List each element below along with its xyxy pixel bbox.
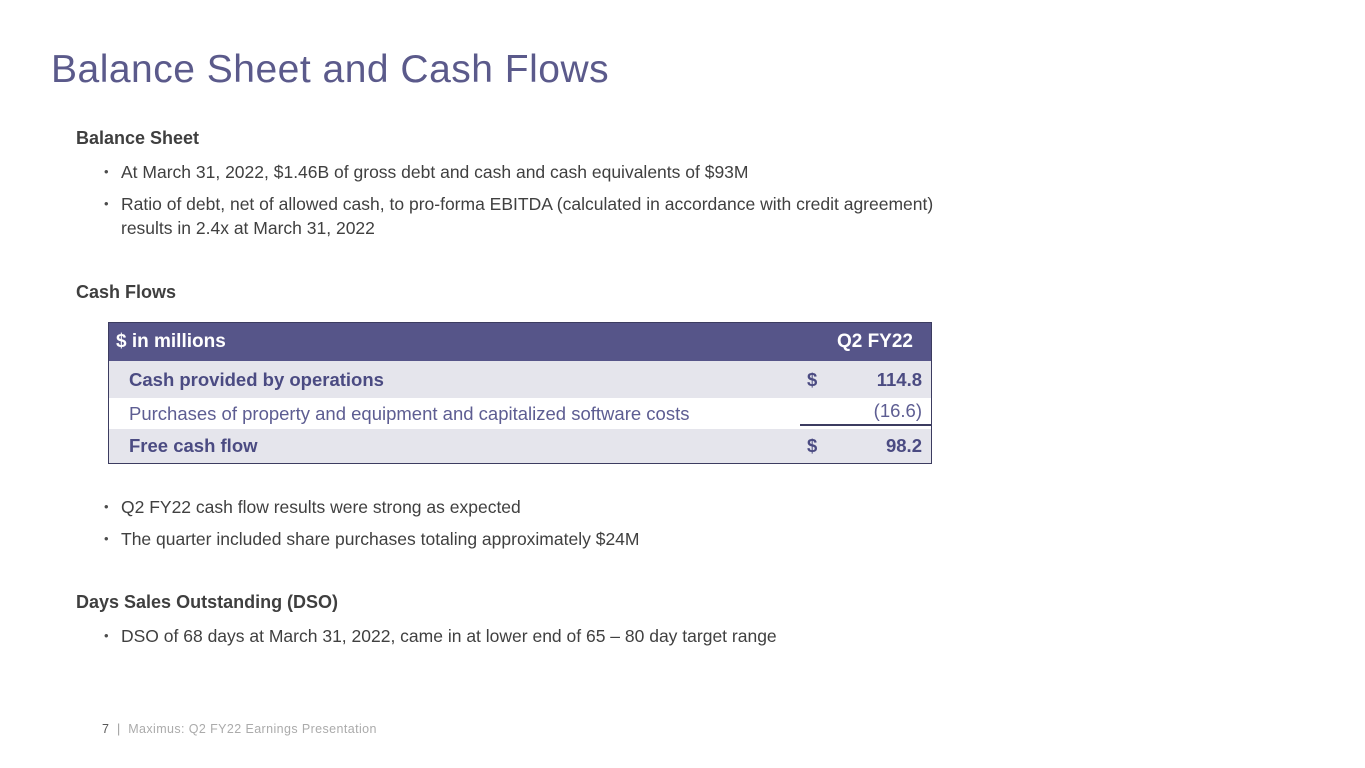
table-row: Cash provided by operations $ 114.8 <box>109 361 931 398</box>
bullet-text: At March 31, 2022, $1.46B of gross debt … <box>121 162 749 182</box>
section-heading-dso: Days Sales Outstanding (DSO) <box>76 592 339 612</box>
row-amount-group: (16.6) <box>800 398 931 426</box>
page-number: 7 <box>102 722 109 736</box>
bullet-marker: • <box>104 531 109 546</box>
bullet-marker: • <box>104 196 109 211</box>
bullet-marker: • <box>104 164 109 179</box>
bullet-text: The quarter included share purchases tot… <box>121 529 640 549</box>
bullet-marker: • <box>104 628 109 643</box>
bullet-item: • The quarter included share purchases t… <box>104 527 954 551</box>
row-label: Free cash flow <box>129 435 258 456</box>
table-unit-label: $ in millions <box>116 331 226 352</box>
section-heading-cash-flows: Cash Flows <box>76 282 177 302</box>
section-heading-balance-sheet: Balance Sheet <box>76 128 200 148</box>
row-value: 98.2 <box>885 435 922 456</box>
table-row: Free cash flow $ 98.2 <box>109 429 931 463</box>
cash-flow-table-header: $ in millions Q2 FY22 <box>109 323 931 361</box>
bullet-text: Q2 FY22 cash flow results were strong as… <box>121 497 521 517</box>
cash-flow-table: $ in millions Q2 FY22 Cash provided by o… <box>108 322 932 464</box>
table-row: Purchases of property and equipment and … <box>109 398 931 429</box>
table-period-label: Q2 FY22 <box>836 331 913 352</box>
currency-symbol: $ <box>807 368 818 390</box>
footer-separator: | <box>116 722 121 736</box>
bullet-text: DSO of 68 days at March 31, 2022, came i… <box>121 626 777 646</box>
row-label: Purchases of property and equipment and … <box>129 402 690 424</box>
currency-symbol: $ <box>807 435 818 456</box>
bullet-text: Ratio of debt, net of allowed cash, to p… <box>121 194 934 238</box>
row-amount-group: $ 114.8 <box>800 369 931 391</box>
bullet-item: • Q2 FY22 cash flow results were strong … <box>104 495 954 519</box>
slide-footer: 7 | Maximus: Q2 FY22 Earnings Presentati… <box>102 722 377 736</box>
bullet-item: • Ratio of debt, net of allowed cash, to… <box>104 192 940 240</box>
row-label: Cash provided by operations <box>129 368 384 390</box>
row-amount-group: $ 98.2 <box>800 435 931 457</box>
row-value: 114.8 <box>876 368 922 390</box>
row-value: (16.6) <box>873 400 922 421</box>
bullet-item: • DSO of 68 days at March 31, 2022, came… <box>104 624 984 648</box>
footer-text: Maximus: Q2 FY22 Earnings Presentation <box>128 722 377 736</box>
slide-title: Balance Sheet and Cash Flows <box>51 48 610 91</box>
bullet-item: • At March 31, 2022, $1.46B of gross deb… <box>104 160 954 184</box>
bullet-marker: • <box>104 499 109 514</box>
